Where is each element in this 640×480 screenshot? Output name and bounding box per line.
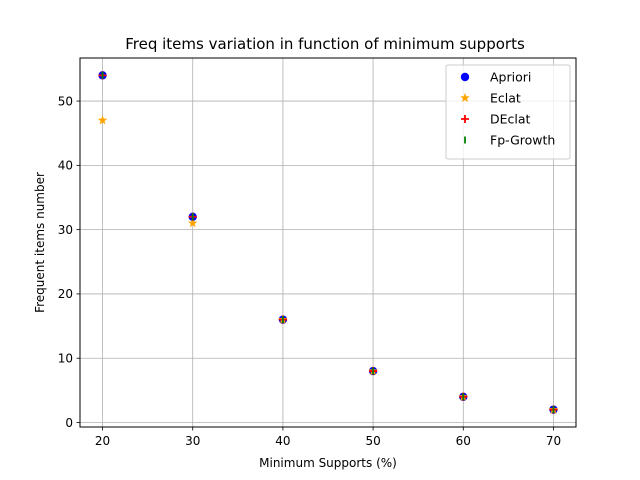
series-eclat bbox=[97, 115, 559, 414]
x-tick-label: 40 bbox=[275, 434, 290, 448]
y-tick-label: 20 bbox=[58, 287, 73, 301]
x-tick-label: 60 bbox=[456, 434, 471, 448]
x-tick-label: 70 bbox=[546, 434, 561, 448]
legend: Apriori Eclat DEclat Fp-Growth bbox=[445, 64, 571, 160]
legend-label-fp-growth: Fp-Growth bbox=[490, 133, 555, 148]
y-tick-label: 10 bbox=[58, 352, 73, 366]
x-axis-label: Minimum Supports (%) bbox=[259, 456, 397, 470]
x-tick-label: 50 bbox=[365, 434, 380, 448]
legend-label-declat: DEclat bbox=[490, 112, 531, 127]
data-marks bbox=[97, 71, 559, 414]
y-tick-label: 30 bbox=[58, 223, 73, 237]
x-tick-label: 30 bbox=[185, 434, 200, 448]
chart-title: Freq items variation in function of mini… bbox=[125, 35, 525, 53]
y-tick-label: 40 bbox=[58, 159, 73, 173]
series-fp-growth bbox=[101, 71, 555, 414]
y-tick-label: 0 bbox=[65, 416, 73, 430]
point-eclat bbox=[97, 115, 108, 125]
point-eclat bbox=[187, 218, 198, 228]
axis-ticks: 20 30 40 50 60 70 0 10 20 30 40 50 bbox=[58, 94, 561, 448]
x-tick-label: 20 bbox=[95, 434, 110, 448]
plot-frame bbox=[79, 57, 577, 428]
legend-marker-declat bbox=[461, 115, 469, 123]
legend-label-eclat: Eclat bbox=[490, 91, 521, 106]
legend-box bbox=[445, 64, 571, 160]
y-tick-label: 50 bbox=[58, 94, 73, 108]
legend-label-apriori: Apriori bbox=[490, 70, 531, 85]
legend-marker-apriori bbox=[460, 72, 470, 82]
y-axis-label: Frequent items number bbox=[33, 172, 47, 313]
legend-marker-eclat bbox=[460, 93, 470, 103]
